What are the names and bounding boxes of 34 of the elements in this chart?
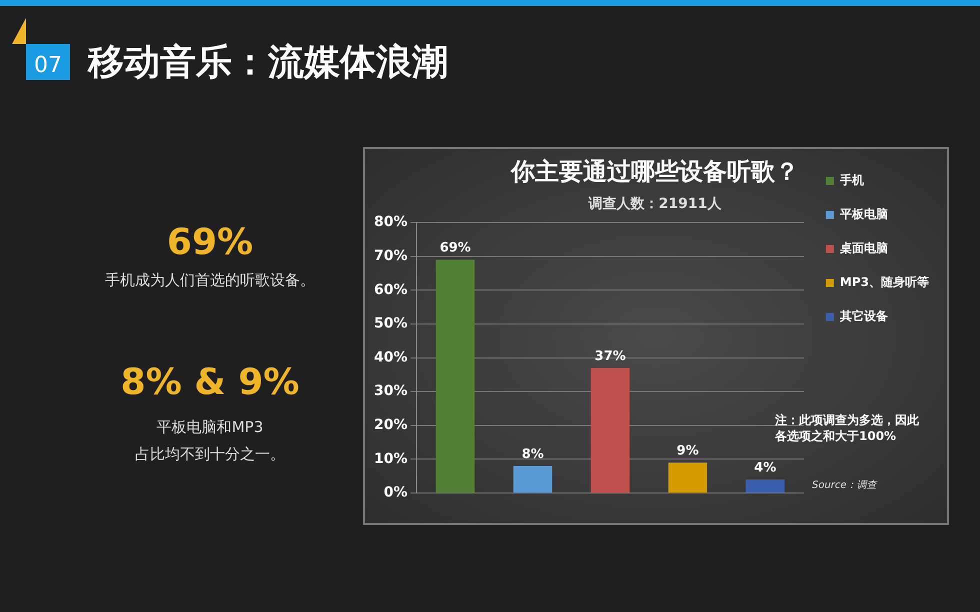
legend-label: 手机 [838,173,864,188]
y-tick-label: 80% [374,214,408,230]
data-label: 9% [676,443,699,458]
legend-label: 平板电脑 [838,207,888,222]
data-label: 37% [594,348,626,364]
text: 8% & 9% [120,362,300,403]
y-tick-label: 20% [374,417,408,434]
chart-title: 你主要通过哪些设备听歌？ [510,158,799,186]
legend-label: MP3、随身听等 [840,275,930,290]
y-tick-label: 10% [374,450,408,467]
y-tick-label: 70% [374,248,408,264]
bar [668,462,708,492]
source-note: Source：调查 [812,478,878,492]
text: 69% [166,222,254,263]
legend-label: 桌面电脑 [838,241,888,256]
chart-subtitle: 调查人数：21911人 [588,196,722,212]
bar [436,260,475,492]
annotation: 注：此项调查为多选，因此各选项之和大于100% [775,412,920,444]
text: 移动音乐：流媒体浪潮 [88,41,449,85]
bar [746,479,785,492]
bar [590,368,630,492]
y-tick-label: 60% [374,282,408,298]
y-tick-label: 0% [384,484,408,501]
y-tick-label: 50% [374,316,408,332]
y-tick-label: 30% [374,383,408,400]
data-label: 69% [440,240,471,256]
bar [513,466,552,492]
text: 手机成为人们首选的听歌设备。 [105,271,315,289]
data-label: 8% [522,446,544,462]
text: 07 [26,44,70,80]
text: 平板电脑和MP3 占比均不到十分之一。 [134,417,286,465]
y-tick-label: 40% [374,349,408,366]
legend-label: 其它设备 [838,309,888,324]
data-label: 4% [754,460,776,476]
